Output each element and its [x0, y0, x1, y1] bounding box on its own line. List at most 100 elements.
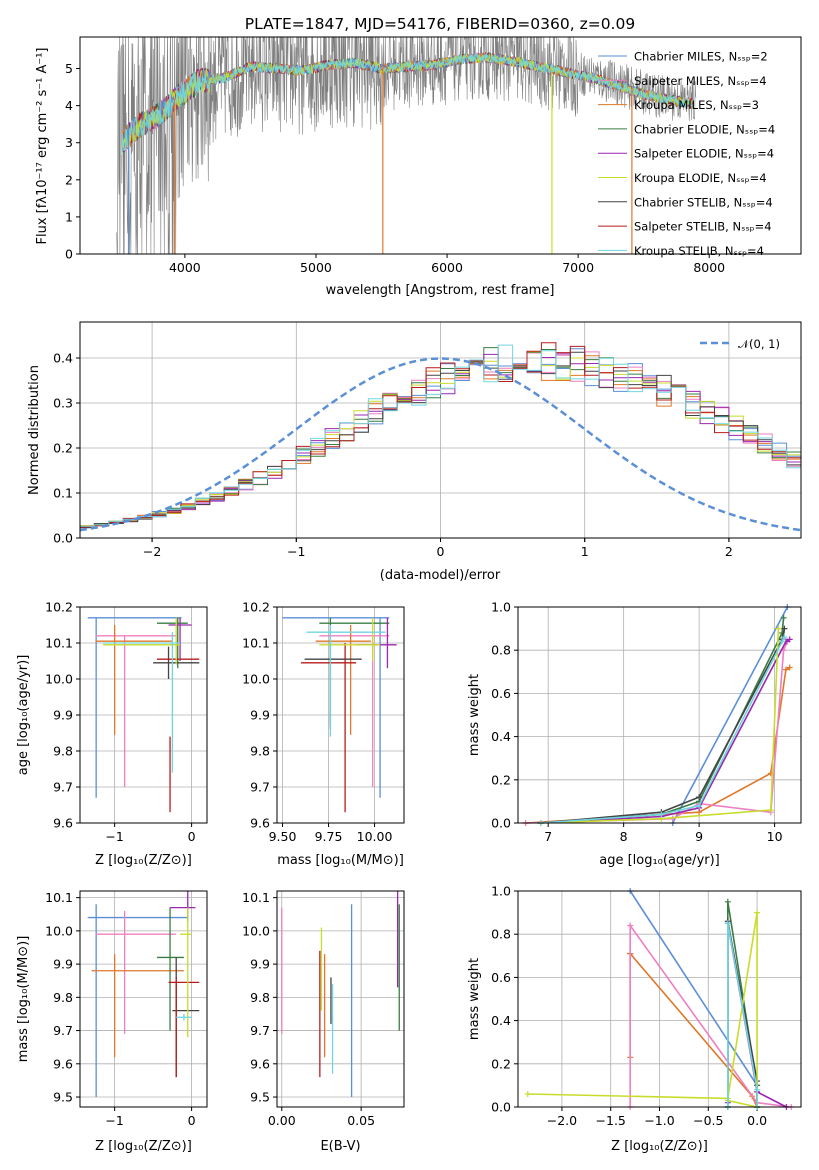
- legend-entry-8: Kroupa STELIB, Nₛₛₚ=4: [634, 244, 764, 258]
- y-tick-label-5: 10.0: [242, 923, 270, 938]
- y-tick-label-1: 9.7: [250, 780, 270, 795]
- histogram-ticks: [151, 538, 730, 542]
- y-tick-label-3: 3: [65, 135, 73, 150]
- y-tick-label-3: 9.9: [53, 708, 73, 723]
- y-tick-label-2: 9.7: [53, 1023, 73, 1038]
- y-tick-label-1: 0.1: [53, 486, 73, 501]
- axes-frame: [79, 606, 208, 824]
- weight-marker-1-4: [786, 664, 793, 671]
- y-tick-label-0: 0: [65, 247, 73, 262]
- mass-vs-ebv-panel: 0.00 0.05 9.5 9.6 9.7 9.8 9.9 10.0 10.1 E(B-V): [242, 890, 405, 1154]
- y-tick-label-3: 0.3: [53, 396, 73, 411]
- panel-clip-group: [281, 891, 400, 1098]
- legend-entry-1: Salpeter MILES, Nₛₛₚ=4: [634, 74, 767, 88]
- y-tick-label-4: 0.8: [491, 927, 511, 942]
- y-tick-label-4: 9.9: [250, 957, 270, 972]
- weight-marker-7-2: [754, 1086, 761, 1093]
- y-tick-label-1: 9.6: [53, 1056, 73, 1071]
- x-tick-label-1: 9.75: [315, 829, 343, 844]
- axes-frame: [276, 606, 405, 824]
- spectrum-clip-group: [116, 37, 697, 254]
- weight-line-2: [629, 923, 792, 1108]
- weight-marker-2-1: [627, 922, 634, 929]
- weight-marker-6-2: [767, 807, 774, 814]
- legend-entry-0: Chabrier MILES, Nₛₛₚ=2: [634, 50, 768, 64]
- panel-ylabel: mass weight: [467, 674, 482, 756]
- weight-marker-5-4: [786, 636, 793, 643]
- histogram-xlabel: (data-model)/error: [380, 568, 501, 583]
- x-tick-label-3: 10: [767, 829, 783, 844]
- massweight-vs-age-panel: 7 8 9 10 0.0 0.2 0.4 0.6 0.8 1.0 age [log₁₀(age/yr…: [467, 600, 802, 868]
- spectrum-panel: PLATE=1847, MJD=54176, FIBERID=0360, z=0…: [35, 15, 802, 298]
- x-tick-label-2: 10.00: [357, 829, 393, 844]
- panel-clip-group: [282, 617, 397, 813]
- histogram-step-8: [80, 344, 801, 530]
- age-vs-metallicity-panel: −1 0 9.6 9.7 9.8 9.9 10.0 10.1 10.2 Z [log₁₀(Z/Z⊙…: [16, 600, 208, 868]
- panel-xlabel: Z [log₁₀(Z/Z⊙)]: [95, 853, 192, 868]
- y-tick-label-0: 9.6: [250, 816, 270, 831]
- weight-line-1: [525, 666, 791, 824]
- y-tick-label-6: 10.1: [45, 890, 73, 905]
- y-tick-label-0: 0.0: [53, 531, 73, 546]
- weight-marker-3-1: [724, 898, 731, 905]
- histogram-series: [80, 342, 801, 532]
- y-tick-label-4: 0.4: [53, 351, 73, 366]
- y-tick-label-2: 9.8: [250, 744, 270, 759]
- x-tick-label-0: 9.50: [269, 829, 297, 844]
- weight-line-7: [727, 923, 758, 1107]
- axes-frame: [517, 890, 802, 1108]
- weight-line-5: [540, 638, 791, 824]
- weight-line-3: [540, 617, 785, 824]
- x-tick-label-4: 2: [725, 544, 733, 559]
- normal-curve: [80, 357, 801, 532]
- y-tick-label-6: 10.1: [242, 890, 270, 905]
- panel-clip-group: [87, 891, 200, 1098]
- panel-clip-group: [87, 617, 200, 813]
- weight-marker-7-1: [724, 920, 731, 927]
- y-tick-label-5: 1.0: [491, 884, 511, 899]
- y-tick-label-1: 0.2: [491, 1056, 511, 1071]
- weight-marker-6-2: [754, 909, 761, 916]
- x-tick-label-1: 0: [188, 829, 196, 844]
- y-tick-label-0: 0.0: [491, 1100, 511, 1115]
- y-tick-label-1: 9.6: [250, 1056, 270, 1071]
- y-tick-label-2: 2: [65, 172, 73, 187]
- histogram-frame: [79, 321, 802, 539]
- histogram-step-2: [80, 355, 801, 530]
- weight-marker-6-3: [775, 625, 782, 632]
- y-tick-label-3: 9.8: [250, 990, 270, 1005]
- panel-xlabel: Z [log₁₀(Z/Z⊙)]: [95, 1139, 192, 1154]
- residual-histogram-panel: −2 −1 0 1 2 0.0 0.1 0.2 0.3 0.4 (data-model)/erro…: [27, 321, 802, 583]
- x-tick-label-0: 7: [544, 829, 552, 844]
- y-tick-label-2: 0.4: [491, 729, 511, 744]
- y-tick-label-1: 0.2: [491, 772, 511, 787]
- y-tick-label-2: 9.7: [250, 1023, 270, 1038]
- x-tick-label-0: 0.00: [268, 1113, 296, 1128]
- histogram-ylabel: Normed distribution: [27, 365, 42, 495]
- panel-ylabel: mass weight: [467, 958, 482, 1040]
- spectrum-frame: [79, 36, 802, 255]
- legend-entry-2: Kroupa MILES, Nₛₛₚ=3: [634, 98, 759, 112]
- histogram-legend: 𝒩(0, 1): [700, 337, 780, 351]
- observed-spectrum-line: [116, 37, 697, 254]
- histogram-step-4: [80, 353, 801, 530]
- axes-frame: [79, 890, 208, 1108]
- y-tick-label-0: 9.6: [53, 816, 73, 831]
- weight-line-7: [540, 636, 786, 824]
- panel-xlabel: E(B-V): [320, 1139, 360, 1154]
- panel-xlabel: age [log₁₀(age/yr)]: [599, 853, 720, 868]
- histogram-step-7: [80, 342, 801, 530]
- x-tick-label-3: −0.5: [693, 1113, 723, 1128]
- panel-xlabel: mass [log₁₀(M/M⊙)]: [277, 853, 404, 868]
- weight-marker-7-2: [696, 802, 703, 809]
- x-tick-label-2: 9: [695, 829, 703, 844]
- legend-entry-6: Chabrier STELIB, Nₛₛₚ=4: [634, 195, 773, 209]
- histogram-clip-group: [80, 342, 801, 532]
- spectrum-xlabel: wavelength [Angstrom, rest frame]: [326, 283, 555, 298]
- x-tick-label-1: 0.05: [347, 1113, 375, 1128]
- panel-ylabel: age [log₁₀(age/yr)]: [16, 655, 31, 776]
- legend-entry-7: Salpeter STELIB, Nₛₛₚ=4: [634, 220, 772, 234]
- y-tick-label-6: 10.2: [242, 600, 270, 615]
- x-tick-label-0: −2: [143, 544, 161, 559]
- y-tick-label-1: 1: [65, 209, 73, 224]
